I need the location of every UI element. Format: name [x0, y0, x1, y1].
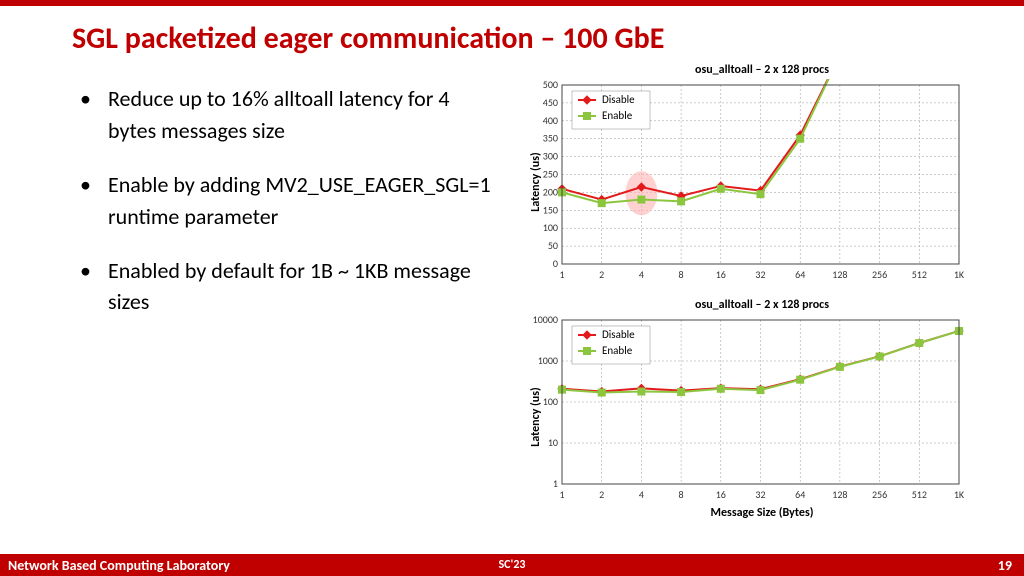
svg-text:10000: 10000: [533, 314, 558, 326]
svg-text:16: 16: [716, 268, 726, 281]
svg-text:16: 16: [716, 488, 726, 501]
bullet-item: Enable by adding MV2_USE_EAGER_SGL=1 run…: [72, 169, 502, 233]
chart1-wrap: Latency (us) 050100150200250300350400450…: [512, 79, 1012, 284]
svg-text:512: 512: [912, 268, 927, 281]
svg-text:250: 250: [543, 168, 558, 181]
svg-text:Disable: Disable: [602, 93, 635, 106]
svg-text:500: 500: [543, 79, 558, 91]
footer-lab: Network Based Computing Laboratory: [0, 557, 230, 574]
chart2: 1 10 100 1000 10000 1 2 4 8 16 32 64 128 256 512 1K Disa…: [512, 314, 967, 504]
svg-text:2: 2: [599, 268, 604, 281]
bullet-item: Reduce up to 16% alltoall latency for 4 …: [72, 83, 502, 147]
chart1-ylabel: Latency (us): [529, 152, 543, 212]
svg-text:Disable: Disable: [602, 328, 635, 341]
svg-text:10: 10: [548, 436, 558, 449]
chart1: 0 50 100 150 200 250 300 350 400 450 500 1 2 4 8 16 32 64…: [512, 79, 967, 284]
svg-text:400: 400: [543, 114, 558, 127]
footer-bar: Network Based Computing Laboratory SC'23…: [0, 554, 1024, 576]
svg-text:100: 100: [543, 395, 558, 408]
chart2-ylabel: Latency (us): [529, 387, 543, 447]
svg-text:32: 32: [755, 488, 765, 501]
svg-text:64: 64: [795, 488, 805, 501]
svg-text:50: 50: [548, 239, 558, 252]
svg-text:1K: 1K: [954, 488, 965, 501]
footer-page: 19: [998, 557, 1012, 574]
svg-text:64: 64: [795, 268, 805, 281]
bullet-item: Enabled by default for 1B ~ 1KB message …: [72, 255, 502, 319]
svg-text:8: 8: [679, 268, 684, 281]
svg-text:256: 256: [872, 488, 887, 501]
svg-text:200: 200: [543, 185, 558, 198]
svg-text:150: 150: [543, 203, 558, 216]
svg-text:128: 128: [832, 268, 847, 281]
svg-text:8: 8: [679, 488, 684, 501]
chart1-title: osu_alltoall – 2 x 128 procs: [512, 63, 1012, 77]
svg-text:100: 100: [543, 221, 558, 234]
svg-text:1000: 1000: [538, 354, 558, 367]
svg-text:1: 1: [559, 268, 564, 281]
svg-text:512: 512: [912, 488, 927, 501]
svg-text:Enable: Enable: [602, 109, 633, 122]
svg-text:32: 32: [755, 268, 765, 281]
chart2-wrap: Latency (us) 1 10 100 1000 10000 1 2 4 8 16 32 64 12…: [512, 314, 1012, 520]
svg-text:1K: 1K: [954, 268, 965, 281]
slide-title: SGL packetized eager communication – 100…: [0, 6, 1024, 63]
svg-text:300: 300: [543, 150, 558, 163]
chart2-title: osu_alltoall – 2 x 128 procs: [512, 298, 1012, 312]
svg-text:256: 256: [872, 268, 887, 281]
svg-text:1: 1: [559, 488, 564, 501]
svg-text:450: 450: [543, 96, 558, 109]
svg-text:2: 2: [599, 488, 604, 501]
bullet-list: Reduce up to 16% alltoall latency for 4 …: [72, 63, 502, 534]
chart2-xlabel: Message Size (Bytes): [512, 506, 1012, 520]
svg-text:0: 0: [553, 257, 558, 270]
svg-text:350: 350: [543, 132, 558, 145]
svg-text:4: 4: [639, 268, 644, 281]
footer-conf: SC'23: [499, 558, 526, 572]
svg-text:4: 4: [639, 488, 644, 501]
svg-text:1: 1: [553, 477, 558, 490]
svg-text:Enable: Enable: [602, 344, 633, 357]
charts-column: osu_alltoall – 2 x 128 procs Latency (us…: [502, 63, 1012, 534]
svg-text:128: 128: [832, 488, 847, 501]
content-area: Reduce up to 16% alltoall latency for 4 …: [0, 63, 1024, 534]
